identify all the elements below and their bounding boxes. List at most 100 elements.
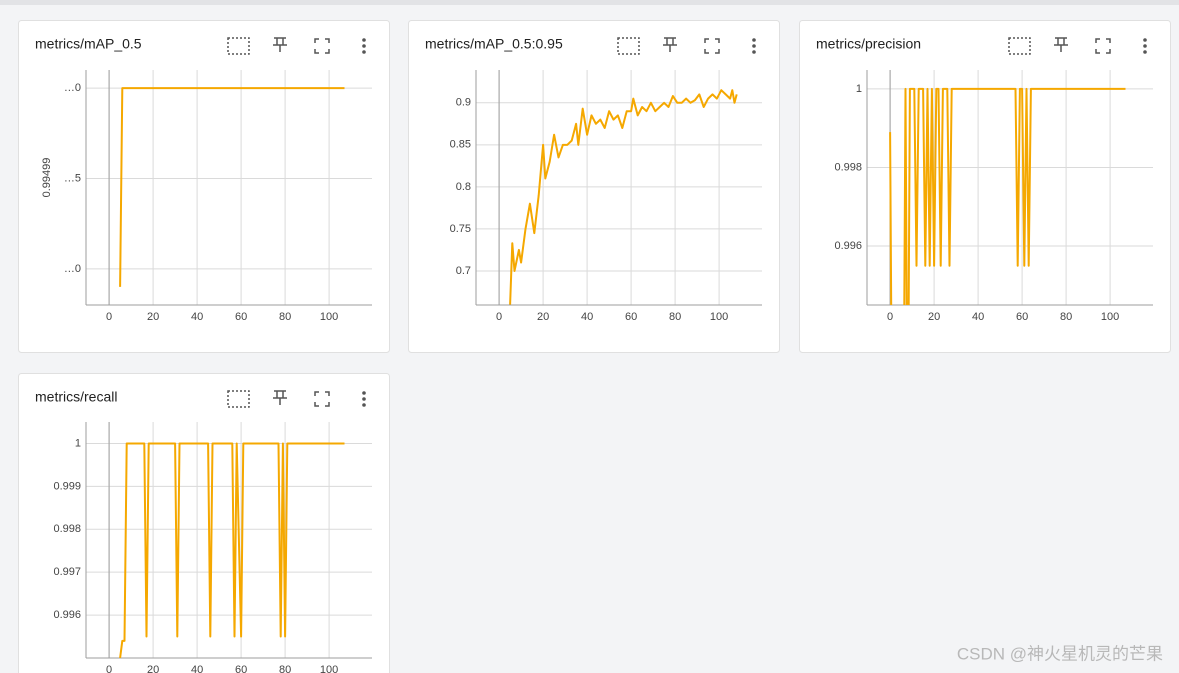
card-background [799, 20, 1171, 353]
fullscreen-button[interactable] [1095, 38, 1111, 54]
icon [752, 38, 756, 42]
more-button[interactable] [362, 38, 366, 54]
chart-title: metrics/precision [816, 36, 921, 52]
chart-card: metrics/recall 0.996 0.997 0.998 0.999 1 0 20 40… [18, 373, 390, 673]
y-tick-label: 0.998 [834, 161, 862, 173]
icon [362, 403, 366, 407]
data-line [119, 442, 345, 658]
pin-button[interactable] [663, 37, 677, 52]
y-tick-label: 0.9 [456, 97, 471, 109]
icon [362, 44, 366, 48]
x-tick-label: 80 [1060, 311, 1072, 323]
toggle-log-button[interactable] [227, 37, 250, 55]
icon [752, 50, 756, 54]
chart-card: metrics/precision 0.996 0.998 1 0 20 40 60 80 100 [799, 20, 1171, 353]
chart-title: metrics/mAP_0.5:0.95 [425, 36, 563, 52]
x-tick-label: 100 [320, 664, 338, 673]
x-tick-label: 0 [106, 664, 112, 673]
more-button[interactable] [362, 391, 366, 407]
x-tick-label: 60 [235, 664, 247, 673]
card-background [18, 20, 390, 353]
chart-card: metrics/mAP_0.5 …0 …5 …0 0 20 40 60 80 100 0.99499 [18, 20, 390, 353]
y-tick-label: 0.85 [450, 139, 471, 151]
y-tick-label: …0 [64, 263, 81, 275]
more-button[interactable] [1143, 38, 1147, 54]
chart-title: metrics/recall [35, 389, 117, 405]
chart-title: metrics/mAP_0.5 [35, 36, 142, 52]
toggle-log-button[interactable] [1008, 37, 1031, 55]
icon [1143, 38, 1147, 42]
toggle-log-button[interactable] [617, 37, 640, 55]
x-tick-label: 80 [669, 311, 681, 323]
icon [362, 50, 366, 54]
y-tick-label: 0.7 [456, 265, 471, 277]
chart-card: metrics/mAP_0.5:0.95 0.7 0.75 0.8 0.85 0.9 0 20… [408, 20, 780, 353]
icon [362, 391, 366, 395]
y-tick-label: 0.998 [53, 523, 81, 535]
data-line [509, 89, 738, 305]
x-tick-label: 100 [710, 311, 728, 323]
y-tick-label: 1 [75, 437, 81, 449]
y-tick-label: 0.75 [450, 223, 471, 235]
fullscreen-button[interactable] [704, 38, 720, 54]
icon [1008, 37, 1031, 55]
icon [362, 397, 366, 401]
x-tick-label: 20 [928, 311, 940, 323]
fullscreen-button[interactable] [314, 391, 330, 407]
x-tick-label: 100 [320, 311, 338, 323]
data-line [889, 87, 1126, 305]
more-button[interactable] [752, 38, 756, 54]
x-tick-label: 40 [191, 311, 203, 323]
pin-button[interactable] [1054, 37, 1068, 52]
y-axis-label: 0.99499 [41, 158, 53, 198]
x-tick-label: 40 [191, 664, 203, 673]
x-tick-label: 60 [625, 311, 637, 323]
x-tick-label: 60 [1016, 311, 1028, 323]
x-tick-label: 40 [581, 311, 593, 323]
icon [362, 38, 366, 42]
icon [1095, 38, 1111, 54]
icon [1143, 50, 1147, 54]
icon [314, 38, 330, 54]
icon [314, 391, 330, 407]
toggle-log-button[interactable] [227, 390, 250, 408]
x-tick-label: 20 [147, 664, 159, 673]
y-tick-label: 1 [856, 83, 862, 95]
y-tick-label: 0.8 [456, 181, 471, 193]
icon [752, 44, 756, 48]
icon [273, 390, 287, 405]
icon [273, 37, 287, 52]
fullscreen-button[interactable] [314, 38, 330, 54]
y-tick-label: …0 [64, 82, 81, 94]
x-tick-label: 40 [972, 311, 984, 323]
x-tick-label: 20 [537, 311, 549, 323]
icon [227, 37, 250, 55]
x-tick-label: 20 [147, 311, 159, 323]
x-tick-label: 80 [279, 664, 291, 673]
icon [1054, 37, 1068, 52]
x-tick-label: 60 [235, 311, 247, 323]
pin-button[interactable] [273, 37, 287, 52]
icon [1143, 44, 1147, 48]
card-background [18, 373, 390, 673]
watermark: CSDN @神火星机灵的芒果 [957, 644, 1163, 663]
top-bar [0, 0, 1179, 5]
icon [663, 37, 677, 52]
icon [617, 37, 640, 55]
icon [704, 38, 720, 54]
data-line [119, 87, 345, 287]
x-tick-label: 0 [496, 311, 502, 323]
icon [227, 390, 250, 408]
x-tick-label: 100 [1101, 311, 1119, 323]
y-tick-label: 0.999 [53, 480, 81, 492]
y-tick-label: 0.997 [53, 566, 81, 578]
pin-button[interactable] [273, 390, 287, 405]
x-tick-label: 0 [106, 311, 112, 323]
y-tick-label: 0.996 [53, 609, 81, 621]
y-tick-label: 0.996 [834, 240, 862, 252]
x-tick-label: 80 [279, 311, 291, 323]
y-tick-label: …5 [64, 172, 81, 184]
x-tick-label: 0 [887, 311, 893, 323]
